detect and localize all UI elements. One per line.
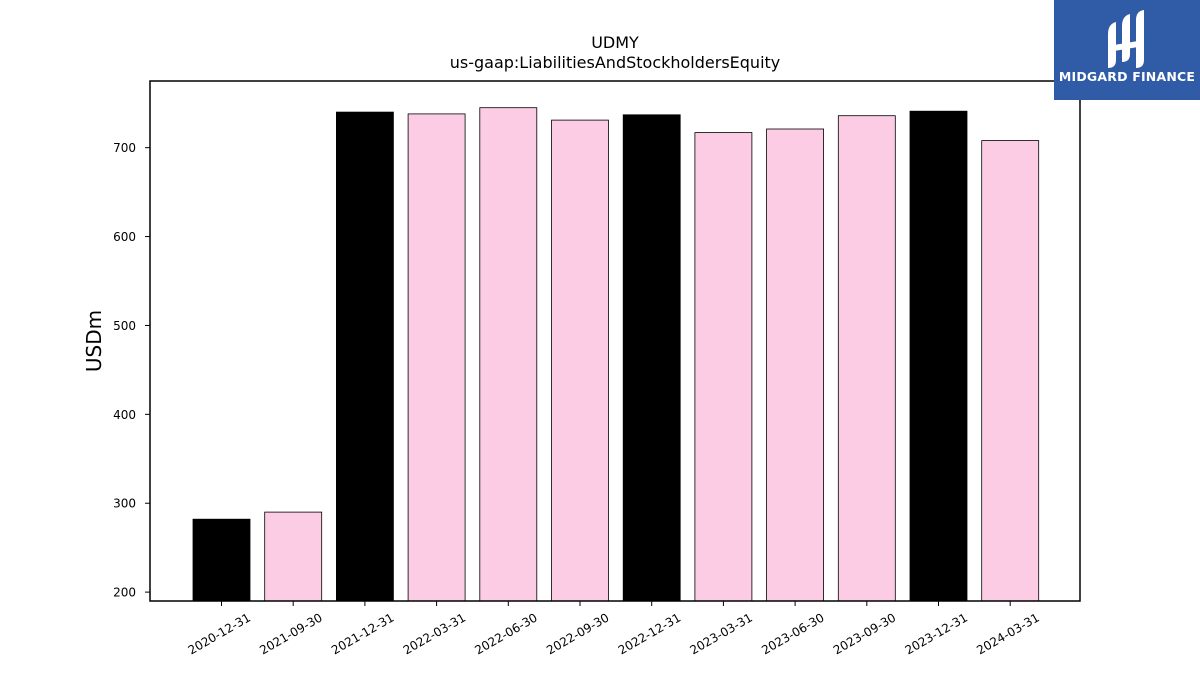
midgard-logo-icon [1108,10,1144,68]
bar-2022-09-30 [551,119,609,602]
y-tick-label: 600 [113,230,136,244]
y-tick-label: 200 [113,586,136,600]
bar-2022-06-30 [479,107,538,602]
y-axis-ticks: 200 300 400 500 600 700 [113,141,150,600]
x-tick-label: 2022-12-31 [616,610,683,657]
chart-subtitle: us-gaap:LiabilitiesAndStockholdersEquity [450,53,781,72]
x-tick-label: 2023-12-31 [903,610,970,657]
bar-2023-09-30 [837,115,896,602]
x-tick-label: 2023-09-30 [831,610,898,657]
y-tick-label: 400 [113,408,136,422]
bar-2021-12-31 [335,111,394,602]
bar-2024-03-31 [981,140,1040,602]
bar-2023-12-31 [909,110,968,602]
x-tick-label: 2022-03-31 [401,610,468,657]
x-tick-label: 2023-06-30 [759,610,826,657]
bar-2021-09-30 [264,511,323,602]
logo-text: MIDGARD FINANCE [1058,69,1196,84]
x-tick-label: 2021-12-31 [329,610,396,657]
x-tick-label: 2022-09-30 [544,610,611,657]
x-tick-label: 2022-06-30 [472,610,539,657]
x-tick-label: 2021-09-30 [257,610,324,657]
x-axis-ticks: 2020-12-31 2021-09-30 2021-12-31 2022-03-31… [186,601,1042,657]
bar-2020-12-31 [192,518,251,602]
y-tick-label: 300 [113,497,136,511]
x-tick-label: 2024-03-31 [974,610,1041,657]
bar-2023-06-30 [766,128,824,602]
chart-title: UDMY [591,33,639,52]
y-axis-label: USDm [82,310,106,372]
bar-2022-12-31 [622,114,681,602]
y-tick-label: 500 [113,319,136,333]
plot-frame [149,80,1081,602]
x-tick-label: 2020-12-31 [186,610,253,657]
bar-2023-03-31 [694,132,753,602]
midgard-finance-logo: MIDGARD FINANCE [1054,0,1200,100]
bar-2022-03-31 [407,113,466,602]
bars-group [192,107,1040,602]
x-tick-label: 2023-03-31 [687,610,754,657]
y-tick-label: 700 [113,141,136,155]
